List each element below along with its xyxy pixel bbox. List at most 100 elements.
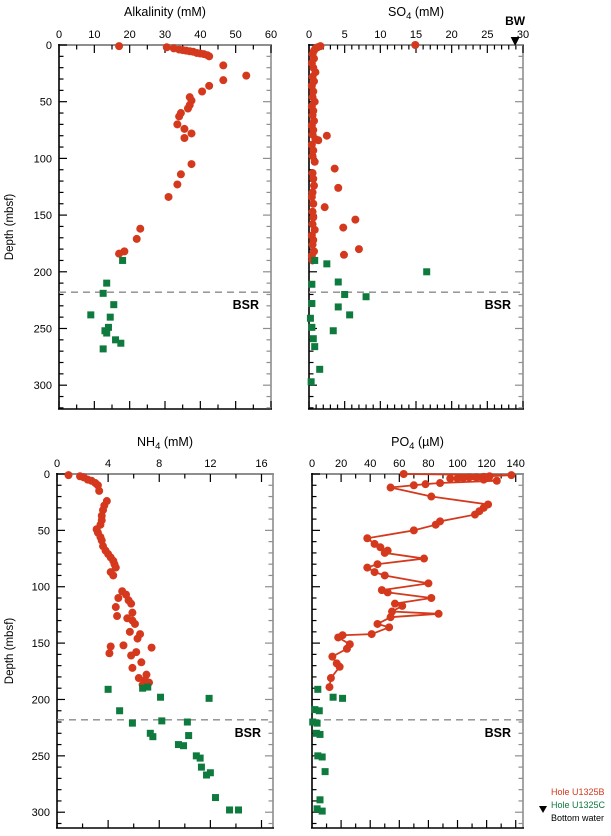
svg-text:20: 20: [446, 29, 458, 41]
data-point: [459, 473, 468, 482]
svg-text:12: 12: [204, 458, 216, 470]
data-point: [226, 806, 234, 814]
data-point: [436, 479, 445, 488]
data-point: [363, 563, 372, 572]
data-point: [325, 683, 334, 692]
data-point: [354, 245, 363, 254]
data-point: [219, 76, 228, 85]
data-point: [315, 707, 323, 715]
data-point: [105, 649, 114, 658]
svg-text:30: 30: [159, 29, 171, 41]
svg-text:150: 150: [34, 210, 52, 222]
data-point: [316, 730, 324, 738]
legend-item-bottom-water: Bottom water: [538, 806, 610, 825]
data-point: [119, 256, 127, 264]
data-point: [320, 203, 329, 212]
svg-text:10: 10: [88, 29, 100, 41]
data-point: [390, 599, 399, 608]
axis-tick-labels: 0 4 8 12 16 0 50 100 150 200 250 300: [32, 458, 268, 819]
data-point: [175, 112, 184, 121]
bsr-line: BSR: [312, 719, 523, 740]
series-hole-u1325b: [64, 471, 156, 689]
data-point: [322, 131, 331, 140]
axis-tick-labels: 0 5 10 15 20 25 30: [306, 29, 529, 41]
data-point: [103, 279, 111, 287]
data-point: [158, 717, 166, 725]
data-point: [180, 133, 189, 142]
phosphate-chart: 0 20 40 60 80 100 120 140 BSR PO4 (µM): [309, 435, 525, 829]
svg-text:300: 300: [34, 380, 52, 392]
data-point: [314, 752, 322, 760]
axis-title: Alkalinity (mM): [124, 5, 206, 19]
data-point: [346, 311, 354, 319]
data-point: [423, 268, 431, 276]
data-point: [351, 215, 360, 224]
data-point: [334, 633, 343, 642]
data-point: [173, 180, 182, 189]
data-point: [420, 554, 429, 563]
data-point: [176, 170, 185, 179]
depth-axis-label: Depth (mbsf): [4, 618, 16, 685]
svg-text:16: 16: [255, 458, 267, 470]
svg-text:50: 50: [38, 525, 50, 537]
data-point: [203, 771, 211, 779]
data-point: [132, 234, 141, 243]
axis-title: PO4 (µM): [391, 435, 444, 452]
data-point: [104, 685, 112, 693]
svg-text:50: 50: [230, 29, 242, 41]
data-point: [128, 719, 136, 727]
data-point: [339, 250, 348, 259]
data-point: [341, 290, 349, 298]
data-point: [311, 706, 319, 714]
axis-ticks: [311, 473, 523, 828]
data-point: [197, 763, 205, 771]
axis-title: NH4 (mM): [137, 435, 193, 452]
data-point: [112, 336, 120, 344]
data-point: [453, 474, 462, 483]
svg-text:20: 20: [335, 458, 347, 470]
svg-text:100: 100: [448, 458, 466, 470]
data-point: [174, 741, 182, 749]
bsr-line: BSR: [309, 291, 523, 312]
legend-item-hole-u1325b: Hole U1325B: [538, 786, 610, 799]
data-point: [309, 174, 318, 183]
data-point: [312, 729, 320, 737]
data-point: [205, 52, 214, 61]
data-point: [399, 470, 408, 478]
plot-phosphate: 0 20 40 60 80 100 120 140 BSR PO4 (µM): [290, 430, 611, 836]
data-point: [205, 694, 213, 702]
svg-text:4: 4: [105, 458, 111, 470]
data-point: [183, 718, 191, 726]
data-point: [411, 41, 420, 49]
data-point: [99, 345, 107, 353]
data-point: [187, 129, 196, 138]
data-point: [111, 603, 120, 612]
data-point: [115, 42, 124, 51]
data-point: [386, 613, 395, 622]
data-point: [370, 568, 379, 577]
data-point: [211, 794, 219, 802]
data-point: [164, 192, 173, 201]
data-point: [196, 754, 204, 762]
svg-text:30: 30: [517, 29, 529, 41]
data-point: [157, 693, 165, 701]
plot-sulfate: 0 5 10 15 20 25 30 BSR BW SO4 (mM): [290, 0, 611, 430]
data-point: [113, 612, 122, 621]
data-point: [162, 43, 171, 52]
data-point: [309, 181, 318, 190]
data-point: [134, 674, 143, 683]
svg-text:140: 140: [507, 458, 525, 470]
data-point: [308, 323, 316, 331]
data-point: [342, 644, 351, 653]
svg-text:25: 25: [481, 29, 493, 41]
data-point: [316, 796, 324, 804]
data-point: [427, 492, 436, 501]
data-point: [64, 471, 73, 480]
data-point: [234, 806, 242, 814]
data-point: [128, 608, 137, 617]
data-point: [329, 327, 337, 335]
data-point: [334, 183, 343, 192]
svg-text:8: 8: [156, 458, 162, 470]
data-point: [99, 289, 107, 297]
data-point: [470, 510, 479, 519]
